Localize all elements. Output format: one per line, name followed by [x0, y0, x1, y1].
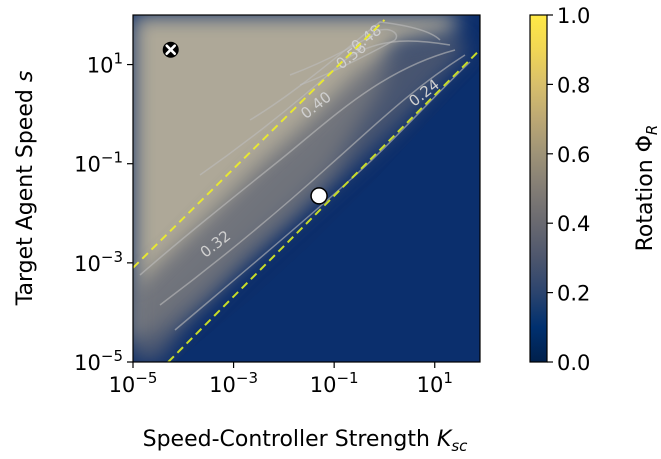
x-tick-label: 10−5 [109, 369, 158, 397]
colorbar-tick-label: 0.8 [557, 73, 590, 97]
colorbar-tick-label: 0.2 [557, 282, 590, 306]
contour-0.48 [249, 21, 441, 121]
y-tick-label: 10−1 [74, 149, 123, 177]
colorbar-tick-label: 0.4 [557, 212, 590, 236]
y-axis-ticks: 10−5 10−3 10−1 101 [74, 50, 133, 375]
lower-guide [167, 48, 480, 362]
y-tick-label: 10−5 [74, 347, 123, 375]
x-tick-label: 101 [417, 369, 453, 397]
colorbar-tick-label: 0.6 [557, 143, 590, 167]
x-tick-label: 10−3 [209, 369, 258, 397]
y-axis-label: Target Agent Speed s [13, 71, 38, 307]
guide-lines [133, 19, 480, 362]
y-tick-label: 10−3 [74, 248, 123, 276]
heatmap: 0.560.480.400.320.24 [133, 15, 480, 362]
markers [162, 41, 328, 205]
colorbar-ticks: 0.0 0.2 0.4 0.6 0.8 1.0 [547, 4, 590, 375]
y-tick-label: 101 [87, 50, 123, 78]
x-tick-label: 10−1 [310, 369, 359, 397]
plot-frame [132, 14, 481, 363]
colorbar-label: Rotation ΦR [633, 125, 661, 252]
colorbar-tick-label: 1.0 [557, 4, 590, 28]
colorbar-frame [529, 14, 548, 363]
transition-band [133, 35, 470, 362]
colorbar-tick-label: 0.0 [557, 351, 590, 375]
x-axis-ticks: 10−5 10−3 10−1 101 [109, 362, 453, 397]
x-axis-label: Speed-Controller Strength Ksc [143, 427, 469, 455]
contour-0.24 [159, 54, 466, 306]
contour-0.32 [139, 49, 456, 276]
colorbar-gradient [530, 15, 547, 362]
colorbar: 0.0 0.2 0.4 0.6 0.8 1.0 Rotation ΦR [529, 4, 661, 375]
cross-marker [162, 41, 179, 58]
low-rotation-region [175, 70, 480, 362]
contour-0.56 [289, 28, 398, 86]
upper-guide [133, 19, 386, 269]
circle-marker [310, 187, 328, 205]
